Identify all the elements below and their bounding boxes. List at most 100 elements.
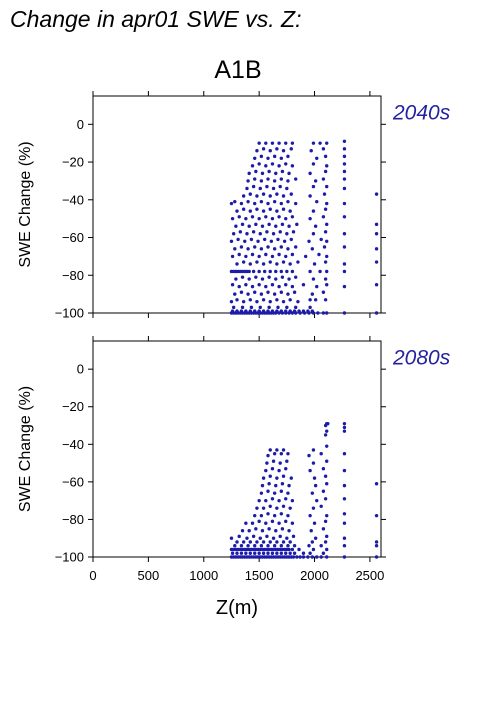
data-point: [254, 169, 258, 174]
data-point: [313, 536, 318, 540]
data-point: [297, 547, 301, 552]
data-point: [266, 290, 270, 294]
data-point: [342, 429, 347, 433]
data-point: [265, 230, 269, 234]
data-point: [276, 237, 280, 242]
data-point: [279, 177, 284, 181]
data-point: [275, 309, 279, 313]
data-point: [274, 224, 278, 228]
data-point: [374, 192, 379, 196]
y-axis-label: SWE Change (%): [17, 386, 34, 512]
data-point: [325, 141, 329, 145]
data-point: [308, 551, 312, 555]
data-point: [295, 222, 299, 227]
x-tick-label: 1500: [245, 568, 274, 583]
data-point: [277, 284, 281, 289]
data-point: [285, 459, 289, 463]
data-point: [257, 162, 261, 166]
data-point: [342, 162, 347, 166]
data-point: [269, 239, 274, 243]
data-point: [272, 544, 277, 548]
data-point: [235, 209, 239, 213]
data-point: [278, 184, 282, 189]
data-point: [271, 186, 276, 191]
data-point: [342, 536, 347, 540]
data-point: [279, 489, 284, 493]
data-point: [253, 551, 257, 555]
data-point: [246, 544, 250, 548]
data-point: [253, 290, 257, 294]
data-point: [266, 309, 270, 313]
data-point: [266, 489, 270, 493]
data-point: [342, 512, 347, 516]
data-point: [239, 551, 244, 555]
data-point: [275, 448, 279, 452]
data-point: [301, 551, 306, 555]
data-point: [374, 482, 379, 486]
data-point: [325, 444, 329, 448]
data-point: [323, 260, 328, 264]
data-point: [257, 254, 261, 259]
data-point: [245, 186, 249, 191]
data-point: [325, 459, 329, 463]
data-point: [326, 421, 330, 426]
data-point: [298, 555, 302, 559]
data-point: [251, 534, 256, 539]
data-point: [319, 555, 323, 559]
data-point: [342, 311, 347, 315]
data-point: [264, 468, 268, 473]
data-point: [261, 192, 266, 196]
data-point: [248, 551, 252, 555]
data-point: [290, 252, 295, 257]
data-point: [281, 474, 286, 478]
data-point: [268, 299, 272, 304]
data-point: [248, 262, 252, 266]
data-point: [296, 299, 300, 304]
data-point: [249, 237, 254, 242]
data-point: [264, 215, 268, 219]
data-point: [272, 199, 277, 204]
data-point: [315, 498, 319, 503]
data-point: [278, 230, 282, 234]
data-point: [230, 551, 235, 555]
data-point: [244, 551, 248, 555]
data-point: [233, 544, 237, 548]
data-point: [323, 207, 328, 211]
data-point: [238, 230, 243, 234]
data-point: [308, 468, 312, 473]
data-point: [261, 209, 266, 213]
data-point: [259, 491, 264, 495]
data-point: [323, 497, 328, 501]
data-point: [241, 540, 246, 544]
data-point: [237, 215, 241, 219]
data-point: [285, 269, 289, 274]
data-point: [286, 199, 290, 204]
data-point: [297, 309, 301, 313]
data-point: [272, 292, 277, 296]
data-point: [244, 254, 248, 259]
data-point: [268, 260, 272, 264]
data-point: [342, 421, 347, 426]
data-point: [230, 216, 235, 221]
data-point: [281, 448, 286, 452]
data-point: [237, 534, 241, 539]
data-point: [374, 540, 379, 544]
data-point: [250, 215, 255, 219]
data-point: [245, 232, 249, 236]
data-point: [268, 504, 272, 508]
data-point: [290, 311, 295, 315]
data-point: [292, 551, 297, 555]
data-point: [237, 252, 241, 257]
x-tick-label: 0: [89, 568, 96, 583]
data-point: [289, 147, 293, 151]
data-point: [247, 277, 251, 281]
y-tick-label: −100: [55, 550, 84, 565]
data-point: [272, 451, 277, 456]
data-point: [374, 247, 379, 251]
data-point: [246, 179, 250, 183]
data-point: [311, 547, 316, 552]
data-point: [262, 237, 267, 242]
data-point: [288, 298, 292, 302]
data-point: [250, 252, 255, 257]
data-point: [272, 513, 277, 518]
